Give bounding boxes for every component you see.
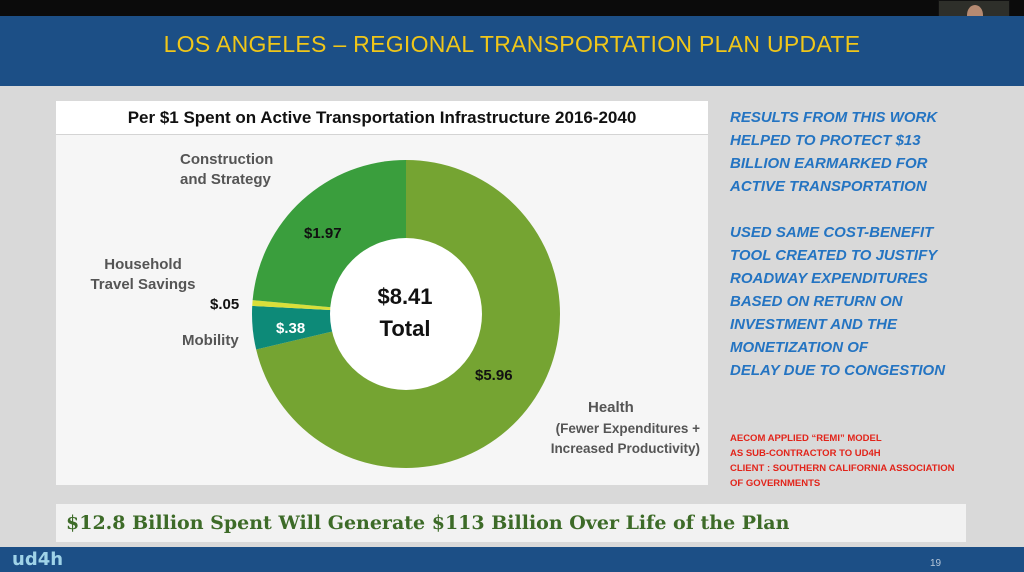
slice-label-mobility: Mobility [182,332,239,349]
slice-value-household: $.05 [210,296,240,313]
donut-total-value: $8.41 [377,284,433,309]
slice-label-construction-line1: Construction [180,151,274,168]
slice-detail-health-line2: Increased Productivity) [550,441,700,456]
chart-title: Per $1 Spent on Active Transportation In… [56,101,708,135]
results-line: RESULTS FROM THIS WORK [730,109,938,126]
slice-label-health: Health [588,399,634,416]
slice-label-household-line2: Travel Savings [90,276,196,293]
results-line: HELPED TO PROTECT $13 [730,132,921,149]
results-line: BILLION EARMARKED FOR [730,155,928,172]
slice-value-health: $5.96 [475,367,513,384]
method-line: ROADWAY EXPENDITURES [730,270,928,287]
slide-header [0,16,1024,86]
slide-title: LOS ANGELES – REGIONAL TRANSPORTATION PL… [163,31,861,57]
method-line: DELAY DUE TO CONGESTION [730,362,946,379]
slide-footer [0,547,1024,572]
method-line: MONETIZATION OF [730,339,869,356]
ud4h-logo: ud4h [12,549,64,570]
note-line: AECOM APPLIED “REMI” MODEL [730,433,882,444]
slice-value-construction: $1.97 [304,225,342,242]
summary-banner: $12.8 Billion Spent Will Generate $113 B… [56,504,966,542]
results-line: ACTIVE TRANSPORTATION [730,178,927,195]
slice-detail-health: (Fewer Expenditures + Increased Producti… [532,419,700,459]
donut-total-caption: Total [379,316,431,341]
method-line: USED SAME COST-BENEFIT [730,224,934,241]
note-line: AS SUB-CONTRACTOR TO UD4H [730,448,881,459]
note-line: OF GOVERNMENTS [730,478,821,489]
slice-label-household: Household Travel Savings [88,255,198,295]
window-top-bar [0,0,1024,16]
attribution-note: AECOM APPLIED “REMI” MODEL AS SUB-CONTRA… [730,431,954,491]
results-paragraph: RESULTS FROM THIS WORK HELPED TO PROTECT… [730,106,937,198]
slice-value-mobility: $.38 [276,320,306,337]
slice-label-construction-line2: and Strategy [180,171,271,188]
note-line: CLIENT : SOUTHERN CALIFORNIA ASSOCIATION [730,463,955,474]
method-line: INVESTMENT AND THE [730,316,897,333]
method-line: TOOL CREATED TO JUSTIFY [730,247,938,264]
slice-detail-health-line1: (Fewer Expenditures + [555,421,700,436]
donut-hole [330,238,482,390]
slice-label-household-line1: Household [104,256,182,273]
method-line: BASED ON RETURN ON [730,293,903,310]
slice-label-construction: Construction and Strategy [180,150,273,190]
method-paragraph: USED SAME COST-BENEFIT TOOL CREATED TO J… [730,221,945,382]
page-number: 19 [930,558,942,569]
